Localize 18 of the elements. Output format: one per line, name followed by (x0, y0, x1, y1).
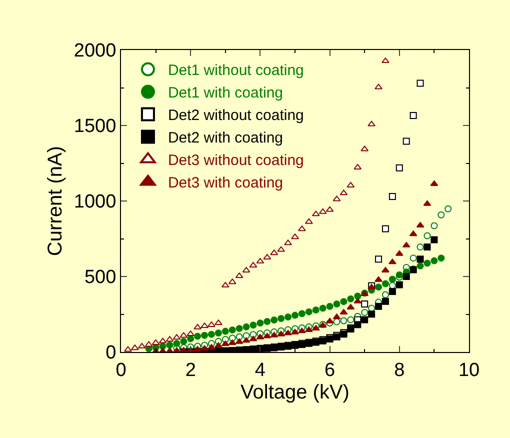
x-tick-label: 8 (394, 360, 405, 381)
legend-label: Det3 with coating (168, 174, 284, 192)
y-tick-label: 1500 (74, 116, 116, 138)
y-tick-label: 0 (106, 342, 116, 364)
y-tick-label: 2000 (74, 40, 116, 62)
y-tick-label: 1000 (74, 192, 116, 213)
x-tick-label: 10 (458, 360, 480, 381)
legend-label: Det1 with coating (168, 84, 284, 102)
legend-label: Det1 without coating (168, 62, 304, 80)
x-axis-title: Voltage (kV) (240, 381, 350, 404)
x-tick-label: 2 (185, 360, 196, 381)
x-tick-label: 6 (324, 360, 336, 381)
legend-label: Det3 without coating (168, 152, 304, 170)
legend-label: Det2 without coating (168, 107, 304, 124)
legend-label: Det2 with coating (168, 130, 284, 147)
y-tick-label: 500 (84, 267, 116, 288)
x-tick-label: 4 (254, 360, 266, 381)
y-axis-title: Current (nA) (44, 146, 66, 256)
